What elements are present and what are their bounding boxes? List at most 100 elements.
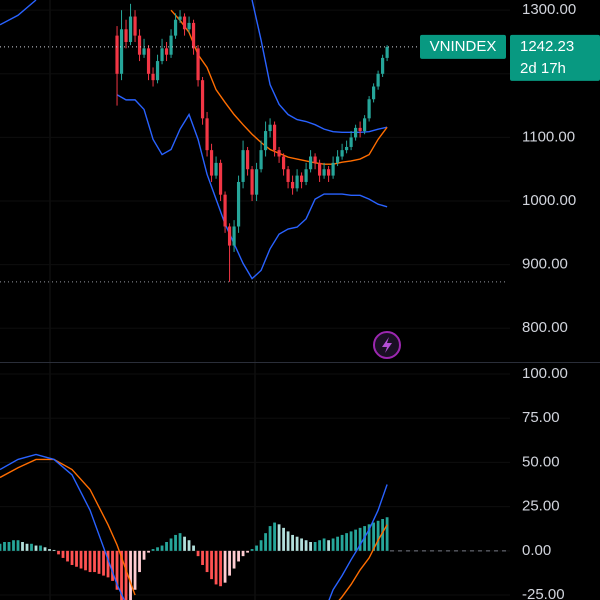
histogram-bar	[0, 543, 2, 551]
candle-body	[142, 48, 146, 55]
histogram-bar	[273, 522, 276, 551]
candle-body	[381, 57, 385, 74]
histogram-bar	[264, 533, 267, 551]
histogram-bar	[246, 550, 249, 553]
candle-body	[187, 22, 191, 30]
histogram-bar	[61, 550, 65, 558]
band-lower	[116, 94, 388, 280]
histogram-bar	[138, 550, 141, 573]
histogram-bar	[52, 549, 56, 551]
candle-body	[209, 150, 214, 176]
candle-body	[304, 169, 308, 182]
candle-body	[241, 150, 245, 182]
histogram-bar	[3, 542, 6, 551]
candle-body	[268, 124, 272, 132]
candle-body	[155, 61, 160, 81]
histogram-bar	[214, 550, 218, 585]
histogram-bar	[327, 540, 330, 551]
candle-body	[376, 73, 380, 87]
candle-body	[164, 48, 169, 55]
histogram-bar	[241, 550, 245, 557]
histogram-bar	[133, 550, 137, 590]
histogram-bar	[255, 545, 258, 551]
candle-body	[340, 150, 344, 157]
lightning-icon[interactable]	[373, 331, 401, 359]
histogram-bar	[39, 545, 42, 551]
histogram-bar	[111, 550, 114, 581]
candle-body	[367, 99, 371, 119]
histogram-bar	[354, 529, 358, 551]
candle-body	[182, 16, 187, 30]
y-tick-label: -25.00	[522, 586, 565, 600]
candle-body	[354, 127, 358, 138]
y-tick-label: 50.00	[522, 453, 560, 470]
y-tick-label: 900.00	[522, 256, 568, 273]
histogram-bar	[21, 542, 24, 551]
symbol-tag: VNINDEX	[430, 38, 497, 55]
histogram-bar	[300, 538, 303, 551]
candle-body	[322, 169, 326, 176]
y-tick-label: 25.00	[522, 498, 560, 515]
y-tick-label: 75.00	[522, 409, 560, 426]
candle-body	[245, 150, 250, 170]
y-tick-label: 0.00	[522, 542, 551, 559]
candle-body	[372, 86, 376, 100]
histogram-bar	[205, 550, 209, 573]
histogram-bar	[291, 534, 294, 551]
y-tick-label: 1100.00	[522, 128, 575, 145]
candle-body	[196, 48, 200, 81]
histogram-bar	[12, 540, 15, 551]
y-tick-label: 1000.00	[522, 192, 576, 209]
histogram-bar	[336, 536, 339, 551]
candle-body	[317, 162, 322, 176]
candle-body	[236, 181, 241, 227]
candle-body	[214, 162, 218, 176]
histogram-bar	[349, 531, 353, 551]
y-tick-label: 1300.00	[522, 1, 576, 18]
price-tag: 1242.23	[520, 38, 574, 55]
candle-body	[277, 150, 281, 157]
candle-body	[137, 35, 142, 55]
histogram-bar	[16, 540, 20, 551]
histogram-bar	[250, 549, 254, 551]
candle-body	[232, 226, 236, 246]
histogram-bar	[309, 542, 312, 551]
histogram-bar	[381, 519, 385, 551]
candle-body	[326, 169, 331, 176]
candle-body	[345, 146, 349, 151]
macd-line	[0, 453, 388, 600]
histogram-bar	[268, 526, 272, 551]
candle-body	[146, 48, 151, 74]
histogram-bar	[93, 550, 96, 573]
candle-body	[133, 16, 137, 36]
histogram-bar	[156, 547, 159, 551]
histogram-bar	[318, 540, 321, 551]
histogram-bar	[34, 545, 38, 551]
histogram-bar	[259, 540, 263, 551]
candle-body	[191, 22, 196, 49]
candle-body	[128, 16, 133, 42]
histogram-bar	[376, 520, 380, 551]
histogram-bar	[66, 550, 69, 562]
histogram-bar	[201, 550, 204, 565]
candle-body	[227, 226, 232, 246]
histogram-bar	[385, 517, 389, 551]
histogram-bar	[313, 542, 317, 551]
candle-body	[178, 16, 182, 20]
candle-body	[295, 175, 299, 189]
histogram-bar	[7, 542, 11, 551]
candle-body	[363, 118, 367, 132]
histogram-bar	[192, 545, 195, 551]
histogram-bar	[295, 536, 299, 551]
candle-body	[124, 29, 128, 42]
histogram-bar	[129, 550, 132, 600]
label-layer: VNINDEX 1242.23 2d 17h	[420, 34, 600, 81]
histogram-bar	[219, 550, 222, 587]
histogram-bar	[232, 550, 236, 569]
histogram-bar	[178, 533, 182, 551]
histogram-bar	[322, 538, 326, 551]
histogram-bar	[48, 549, 51, 551]
histogram-bar	[70, 550, 74, 565]
histogram-bar	[277, 524, 281, 551]
candle-body	[119, 29, 124, 74]
